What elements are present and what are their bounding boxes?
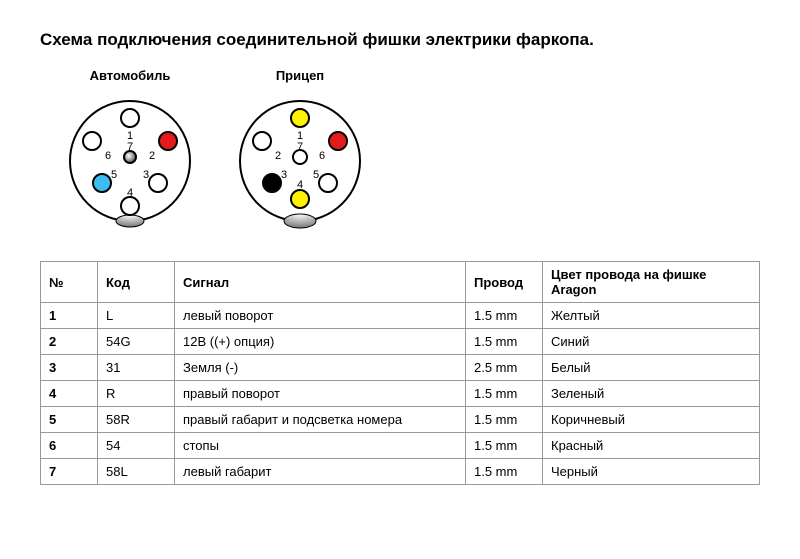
pin-label-7: 7 bbox=[297, 141, 303, 153]
cell-color: Коричневый bbox=[543, 407, 760, 433]
wiring-table: № Код Сигнал Провод Цвет провода на фишк… bbox=[40, 261, 760, 485]
cell-wire: 1.5 mm bbox=[466, 433, 543, 459]
table-row: 1Lлевый поворот1.5 mmЖелтый bbox=[41, 303, 760, 329]
table-row: 331Земля (-)2.5 mmБелый bbox=[41, 355, 760, 381]
cell-num: 6 bbox=[41, 433, 98, 459]
cell-num: 1 bbox=[41, 303, 98, 329]
pin-label-2: 2 bbox=[275, 150, 281, 162]
pin-4 bbox=[121, 197, 139, 215]
cell-wire: 1.5 mm bbox=[466, 407, 543, 433]
table-row: 4Rправый поворот1.5 mmЗеленый bbox=[41, 381, 760, 407]
pin-label-6: 6 bbox=[105, 150, 111, 162]
cell-wire: 1.5 mm bbox=[466, 459, 543, 485]
pin-5 bbox=[319, 174, 337, 192]
cell-signal: левый габарит bbox=[175, 459, 466, 485]
cell-num: 4 bbox=[41, 381, 98, 407]
pin-label-6: 6 bbox=[319, 150, 325, 162]
col-num: № bbox=[41, 262, 98, 303]
table-row: 654стопы1.5 mmКрасный bbox=[41, 433, 760, 459]
table-row: 558Rправый габарит и подсветка номера1.5… bbox=[41, 407, 760, 433]
pin-label-4: 4 bbox=[127, 187, 133, 199]
cell-num: 5 bbox=[41, 407, 98, 433]
cell-signal: 12В ((+) опция) bbox=[175, 329, 466, 355]
cell-num: 3 bbox=[41, 355, 98, 381]
cell-code: 54G bbox=[98, 329, 175, 355]
col-wire: Провод bbox=[466, 262, 543, 303]
pin-2 bbox=[253, 132, 271, 150]
table-row: 758Lлевый габарит1.5 mmЧерный bbox=[41, 459, 760, 485]
cell-color: Черный bbox=[543, 459, 760, 485]
connector-notch bbox=[284, 214, 316, 228]
pin-label-7: 7 bbox=[127, 141, 133, 153]
pin-label-3: 3 bbox=[143, 169, 149, 181]
connector-trailer: Прицеп 1654327 bbox=[230, 68, 370, 231]
pin-5 bbox=[93, 174, 111, 192]
pin-3 bbox=[263, 174, 281, 192]
pin-6 bbox=[83, 132, 101, 150]
pin-label-5: 5 bbox=[111, 169, 117, 181]
table-row: 254G12В ((+) опция)1.5 mmСиний bbox=[41, 329, 760, 355]
cell-code: R bbox=[98, 381, 175, 407]
pin-label-5: 5 bbox=[313, 169, 319, 181]
connector-car-label: Автомобиль bbox=[90, 68, 171, 83]
connector-diagrams: Автомобиль 1234567 Прицеп bbox=[60, 68, 760, 231]
cell-color: Желтый bbox=[543, 303, 760, 329]
connector-trailer-svg: 1654327 bbox=[230, 91, 370, 231]
cell-signal: стопы bbox=[175, 433, 466, 459]
col-color: Цвет провода на фишке Aragon bbox=[543, 262, 760, 303]
cell-code: 58L bbox=[98, 459, 175, 485]
cell-signal: правый габарит и подсветка номера bbox=[175, 407, 466, 433]
cell-color: Белый bbox=[543, 355, 760, 381]
connector-car-svg: 1234567 bbox=[60, 91, 200, 231]
pin-1 bbox=[121, 109, 139, 127]
pin-2 bbox=[159, 132, 177, 150]
pin-label-3: 3 bbox=[281, 169, 287, 181]
page-title: Схема подключения соединительной фишки э… bbox=[40, 30, 760, 50]
cell-color: Зеленый bbox=[543, 381, 760, 407]
connector-car: Автомобиль 1234567 bbox=[60, 68, 200, 231]
pin-4 bbox=[291, 190, 309, 208]
cell-code: 54 bbox=[98, 433, 175, 459]
pin-label-2: 2 bbox=[149, 150, 155, 162]
col-code: Код bbox=[98, 262, 175, 303]
pin-1 bbox=[291, 109, 309, 127]
cell-num: 7 bbox=[41, 459, 98, 485]
cell-color: Синий bbox=[543, 329, 760, 355]
connector-notch bbox=[116, 215, 144, 227]
cell-signal: правый поворот bbox=[175, 381, 466, 407]
cell-code: L bbox=[98, 303, 175, 329]
table-header-row: № Код Сигнал Провод Цвет провода на фишк… bbox=[41, 262, 760, 303]
pin-6 bbox=[329, 132, 347, 150]
pin-label-4: 4 bbox=[297, 179, 303, 191]
cell-signal: левый поворот bbox=[175, 303, 466, 329]
cell-wire: 2.5 mm bbox=[466, 355, 543, 381]
col-signal: Сигнал bbox=[175, 262, 466, 303]
cell-code: 58R bbox=[98, 407, 175, 433]
cell-signal: Земля (-) bbox=[175, 355, 466, 381]
cell-num: 2 bbox=[41, 329, 98, 355]
pin-3 bbox=[149, 174, 167, 192]
cell-code: 31 bbox=[98, 355, 175, 381]
connector-trailer-label: Прицеп bbox=[276, 68, 324, 83]
cell-wire: 1.5 mm bbox=[466, 381, 543, 407]
cell-wire: 1.5 mm bbox=[466, 329, 543, 355]
cell-color: Красный bbox=[543, 433, 760, 459]
cell-wire: 1.5 mm bbox=[466, 303, 543, 329]
